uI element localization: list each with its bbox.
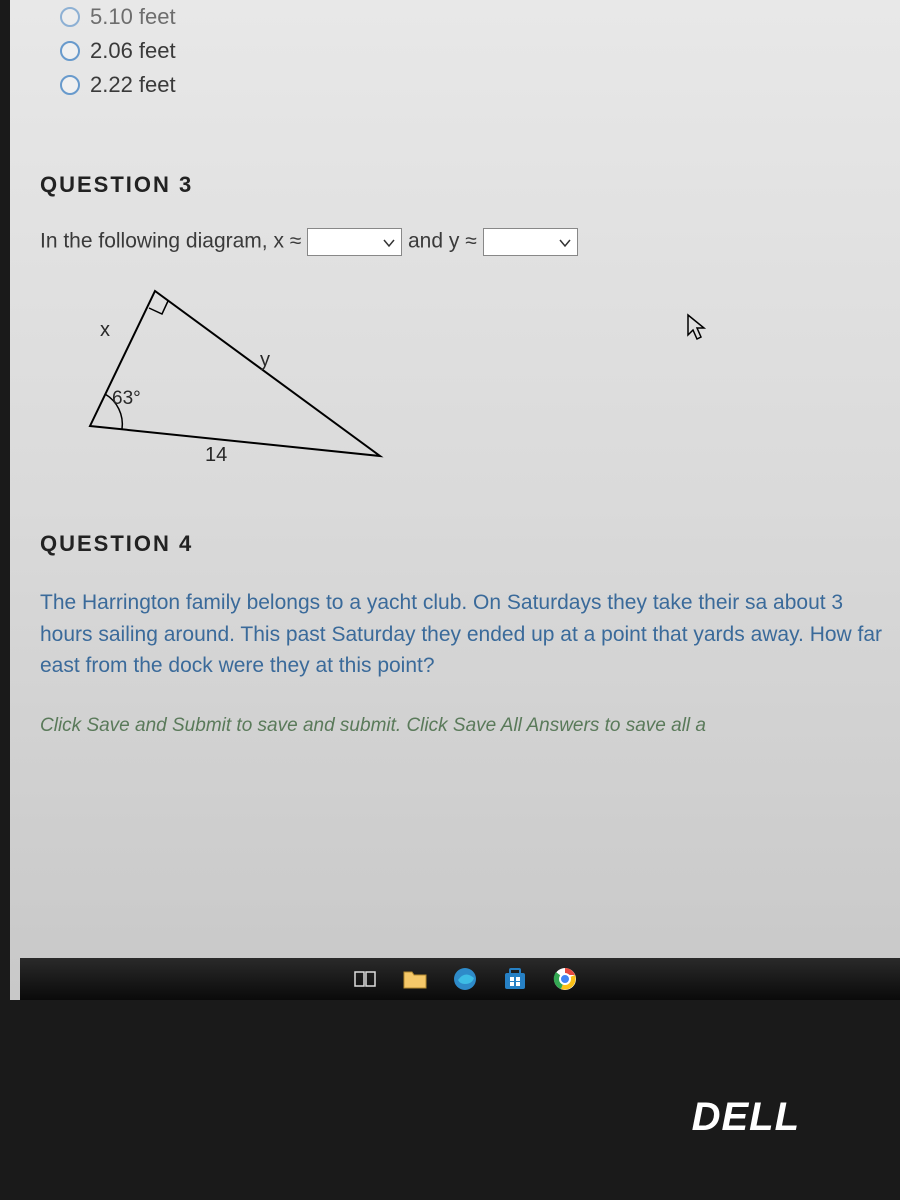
triangle-svg: x y 14 63° — [70, 276, 390, 476]
task-view-icon[interactable] — [350, 964, 380, 994]
chevron-down-icon — [383, 238, 395, 248]
taskbar — [20, 958, 900, 1000]
quiz-content: 5.10 feet 2.06 feet 2.22 feet QUESTION 3… — [10, 0, 900, 740]
prompt-mid: and y ≈ — [408, 230, 483, 253]
answer-option[interactable]: 5.10 feet — [60, 0, 900, 34]
svg-text:63°: 63° — [112, 388, 141, 409]
question4-header: QUESTION 4 — [40, 531, 900, 557]
chrome-icon[interactable] — [550, 964, 580, 994]
file-explorer-icon[interactable] — [400, 964, 430, 994]
dell-logo: DELL — [692, 1095, 800, 1140]
prompt-prefix: In the following diagram, x ≈ — [40, 230, 307, 253]
save-submit-hint: Click Save and Submit to save and submit… — [40, 712, 900, 741]
dropdown-y[interactable] — [483, 228, 578, 256]
store-icon[interactable] — [500, 964, 530, 994]
answer-option[interactable]: 2.22 feet — [60, 68, 900, 102]
edge-icon[interactable] — [450, 964, 480, 994]
svg-text:14: 14 — [205, 444, 227, 466]
svg-text:x: x — [100, 319, 110, 341]
radio-icon[interactable] — [60, 41, 80, 61]
chevron-down-icon — [559, 238, 571, 248]
question3-header: QUESTION 3 — [40, 172, 900, 198]
question3-prompt: In the following diagram, x ≈ and y ≈ — [40, 228, 900, 256]
svg-text:y: y — [260, 349, 270, 371]
answer-label: 5.10 feet — [90, 4, 176, 30]
answer-option[interactable]: 2.06 feet — [60, 34, 900, 68]
answer-label: 2.06 feet — [90, 38, 176, 64]
radio-icon[interactable] — [60, 75, 80, 95]
triangle-diagram: x y 14 63° — [70, 276, 900, 481]
quiz-screen: 5.10 feet 2.06 feet 2.22 feet QUESTION 3… — [10, 0, 900, 1000]
dropdown-x[interactable] — [307, 228, 402, 256]
question4-body: The Harrington family belongs to a yacht… — [40, 587, 900, 682]
answer-label: 2.22 feet — [90, 72, 176, 98]
radio-icon[interactable] — [60, 7, 80, 27]
